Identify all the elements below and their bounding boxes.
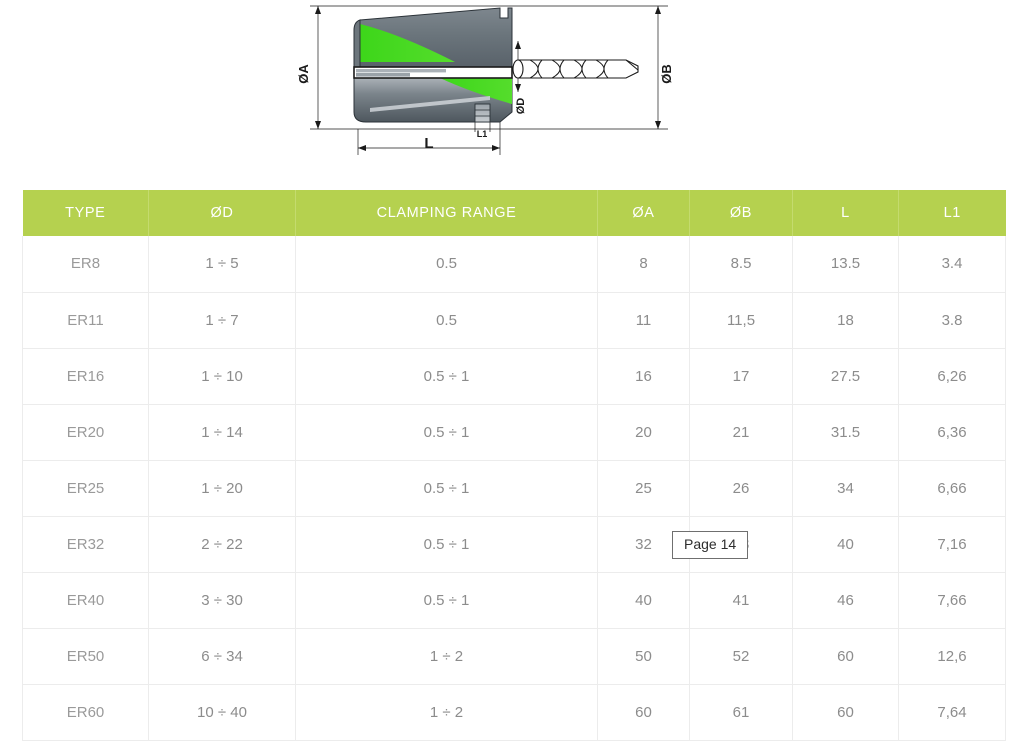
cell-oa: 8 xyxy=(597,236,690,293)
cell-ob: 26 xyxy=(689,460,793,517)
cell-od: 1 ÷ 10 xyxy=(148,348,296,405)
cell-l: 34 xyxy=(792,460,899,517)
collet-slot xyxy=(474,103,491,123)
table-row[interactable]: ER25 1 ÷ 20 0.5 ÷ 1 25 26 34 6,66 xyxy=(22,460,1006,517)
cell-oa: 16 xyxy=(597,348,690,405)
cell-type: ER32 xyxy=(22,516,149,573)
cell-od: 2 ÷ 22 xyxy=(148,516,296,573)
cell-l: 27.5 xyxy=(792,348,899,405)
cell-oa: 60 xyxy=(597,684,690,741)
cell-clamping-range: 0.5 ÷ 1 xyxy=(295,348,598,405)
cell-type: ER8 xyxy=(22,236,149,293)
cell-l: 31.5 xyxy=(792,404,899,461)
table-row[interactable]: ER32 2 ÷ 22 0.5 ÷ 1 32 33 40 7,16 xyxy=(22,516,1006,573)
cell-type: ER20 xyxy=(22,404,149,461)
collet-body xyxy=(353,7,513,68)
cell-ob: 11,5 xyxy=(689,292,793,349)
collet-specification-table: TYPE ØD CLAMPING RANGE ØA ØB L L1 ER8 1 … xyxy=(22,190,1006,741)
collet-bore xyxy=(353,66,513,79)
cell-l1: 7,66 xyxy=(898,572,1006,629)
cell-od: 1 ÷ 14 xyxy=(148,404,296,461)
collet-body-lower xyxy=(353,77,513,123)
label-length-l: L xyxy=(424,135,433,152)
label-diameter-d: ØD xyxy=(515,98,527,115)
cell-oa: 25 xyxy=(597,460,690,517)
cell-ob: 17 xyxy=(689,348,793,405)
er-collet-chuck-drawing: ØA ØB ØD L L1 xyxy=(290,0,680,172)
column-header-clamping-range[interactable]: CLAMPING RANGE xyxy=(295,190,598,236)
cell-type: ER40 xyxy=(22,572,149,629)
cell-od: 1 ÷ 5 xyxy=(148,236,296,293)
cell-clamping-range: 0.5 xyxy=(295,236,598,293)
table-row[interactable]: ER16 1 ÷ 10 0.5 ÷ 1 16 17 27.5 6,26 xyxy=(22,348,1006,405)
cell-ob: 61 xyxy=(689,684,793,741)
cell-ob: 21 xyxy=(689,404,793,461)
column-header-oa[interactable]: ØA xyxy=(597,190,690,236)
dimension-labels: ØA ØB ØD L L1 xyxy=(296,64,674,152)
cell-ob: 8.5 xyxy=(689,236,793,293)
cell-oa: 20 xyxy=(597,404,690,461)
cell-clamping-range: 0.5 xyxy=(295,292,598,349)
table-row[interactable]: ER20 1 ÷ 14 0.5 ÷ 1 20 21 31.5 6,36 xyxy=(22,404,1006,461)
cell-od: 6 ÷ 34 xyxy=(148,628,296,685)
cell-l: 13.5 xyxy=(792,236,899,293)
dimension-lines xyxy=(310,5,668,155)
cell-ob: 41 xyxy=(689,572,793,629)
label-diameter-a: ØA xyxy=(296,64,311,84)
cell-ob: 52 xyxy=(689,628,793,685)
cell-od: 1 ÷ 20 xyxy=(148,460,296,517)
column-header-l1[interactable]: L1 xyxy=(898,190,1006,236)
cell-l1: 12,6 xyxy=(898,628,1006,685)
column-header-l[interactable]: L xyxy=(792,190,899,236)
column-header-type[interactable]: TYPE xyxy=(22,190,149,236)
cell-od: 1 ÷ 7 xyxy=(148,292,296,349)
cell-l1: 6,66 xyxy=(898,460,1006,517)
cell-od: 3 ÷ 30 xyxy=(148,572,296,629)
column-header-ob[interactable]: ØB xyxy=(689,190,793,236)
cell-l1: 6,36 xyxy=(898,404,1006,461)
twist-drill-bit xyxy=(512,59,639,79)
cell-type: ER11 xyxy=(22,292,149,349)
column-header-od[interactable]: ØD xyxy=(148,190,296,236)
cell-l: 60 xyxy=(792,628,899,685)
cell-l1: 3.4 xyxy=(898,236,1006,293)
label-diameter-b: ØB xyxy=(659,64,674,84)
cell-od: 10 ÷ 40 xyxy=(148,684,296,741)
cell-clamping-range: 1 ÷ 2 xyxy=(295,684,598,741)
table-row[interactable]: ER60 10 ÷ 40 1 ÷ 2 60 61 60 7,64 xyxy=(22,684,1006,741)
cell-oa: 40 xyxy=(597,572,690,629)
table-row[interactable]: ER8 1 ÷ 5 0.5 8 8.5 13.5 3.4 xyxy=(22,236,1006,293)
cell-clamping-range: 0.5 ÷ 1 xyxy=(295,572,598,629)
cell-clamping-range: 0.5 ÷ 1 xyxy=(295,404,598,461)
page-number-tooltip: Page 14 xyxy=(672,531,749,560)
table-header-row: TYPE ØD CLAMPING RANGE ØA ØB L L1 xyxy=(22,190,1006,236)
cell-l1: 6,26 xyxy=(898,348,1006,405)
cell-l: 18 xyxy=(792,292,899,349)
cell-l1: 7,16 xyxy=(898,516,1006,573)
cell-clamping-range: 0.5 ÷ 1 xyxy=(295,460,598,517)
cell-type: ER50 xyxy=(22,628,149,685)
cell-clamping-range: 0.5 ÷ 1 xyxy=(295,516,598,573)
cell-type: ER25 xyxy=(22,460,149,517)
table-row[interactable]: ER40 3 ÷ 30 0.5 ÷ 1 40 41 46 7,66 xyxy=(22,572,1006,629)
cell-l: 60 xyxy=(792,684,899,741)
cell-l: 46 xyxy=(792,572,899,629)
label-length-l1: L1 xyxy=(477,129,488,139)
cell-type: ER60 xyxy=(22,684,149,741)
cell-oa: 11 xyxy=(597,292,690,349)
cell-clamping-range: 1 ÷ 2 xyxy=(295,628,598,685)
table-body: ER8 1 ÷ 5 0.5 8 8.5 13.5 3.4 ER11 1 ÷ 7 … xyxy=(22,236,1006,741)
cell-l1: 3.8 xyxy=(898,292,1006,349)
cell-oa: 50 xyxy=(597,628,690,685)
table-row[interactable]: ER11 1 ÷ 7 0.5 11 11,5 18 3.8 xyxy=(22,292,1006,349)
table-row[interactable]: ER50 6 ÷ 34 1 ÷ 2 50 52 60 12,6 xyxy=(22,628,1006,685)
cell-type: ER16 xyxy=(22,348,149,405)
dimension-arrowheads xyxy=(315,6,661,151)
cell-l: 40 xyxy=(792,516,899,573)
cell-l1: 7,64 xyxy=(898,684,1006,741)
